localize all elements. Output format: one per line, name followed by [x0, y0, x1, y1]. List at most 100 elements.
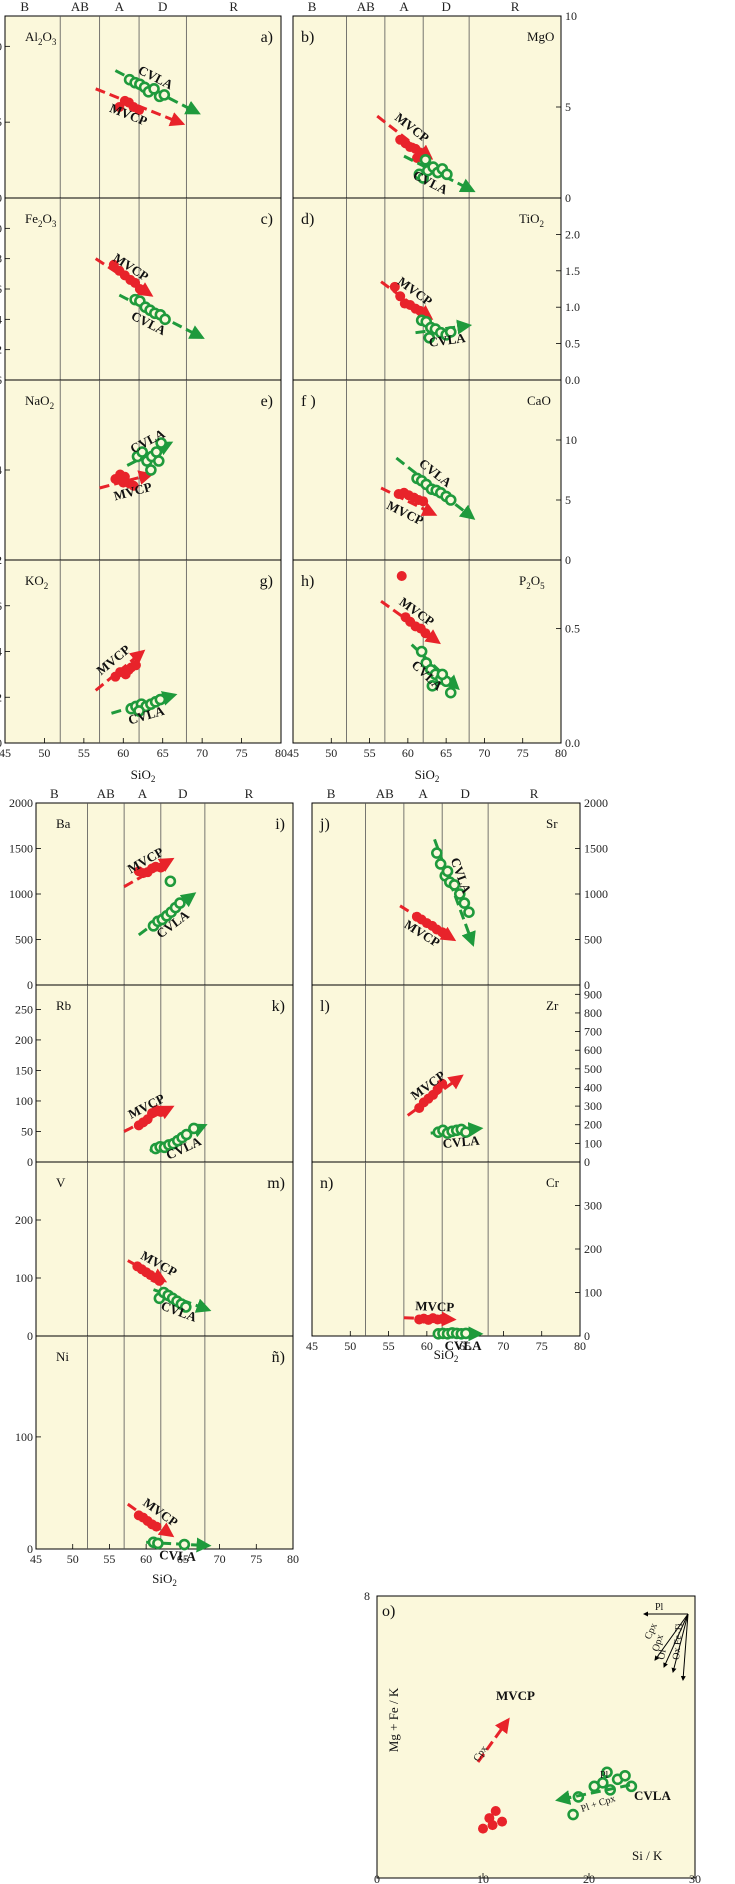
panel-o-vector-label-ox-fe-ti: Ox Fe-Ti — [671, 1623, 685, 1661]
panel-d-ytick-label-2: 1.0 — [565, 300, 580, 314]
panel-e-cvla-point-4 — [150, 446, 163, 458]
panel-j-mvcp-point-5 — [437, 927, 448, 938]
panel-n-cvla-label: CVLA — [445, 1338, 482, 1353]
panel-h-ytick-label-1: 0.5 — [565, 622, 580, 636]
panel-e-element-label: NaO2 — [25, 393, 54, 411]
panel-i-frame — [35, 802, 294, 986]
panel-o-xtick-label-20: 20 — [583, 1872, 595, 1884]
panel-d-mvcp-point-0 — [389, 281, 400, 292]
panel-j-frame — [311, 802, 581, 986]
panel-h-ytick-label-0: 0.0 — [565, 736, 580, 750]
panel-f-letter: f ) — [301, 393, 316, 410]
panel-g-cvla-point-6 — [154, 693, 167, 706]
panel-i-rocktype-ab: AB — [97, 786, 115, 801]
panel-d-ytick-label-0: 0.0 — [565, 373, 580, 387]
panel-h-xtick-label-70: 70 — [478, 746, 490, 760]
panel-a-letter: a) — [261, 29, 273, 46]
panel-j-cvla-point-0 — [431, 847, 443, 859]
panel-ñ-mvcp-trend-arrow — [126, 1502, 175, 1538]
panel-b-element-main: MgO — [527, 29, 554, 44]
panel-ñ-element-main: Ni — [56, 1349, 69, 1364]
panel-ñ-xlabel-sub: 2 — [172, 1578, 177, 1588]
panel-i-cvla-point-7 — [164, 875, 177, 888]
panel-d-ytick-label-4: 2.0 — [565, 227, 580, 241]
panel-m-ytick-label-0: 0 — [27, 1329, 33, 1343]
panel-g-xlabel: SiO2 — [131, 767, 156, 784]
panel-b-ytick-label-1: 5 — [565, 100, 571, 114]
panel-a-cvla-point-7 — [158, 89, 171, 101]
panel-m-element-label: V — [56, 1175, 66, 1190]
panel-k-ytick-label-1: 50 — [21, 1124, 33, 1138]
panel-h-mvcp-point-5 — [420, 628, 431, 639]
panel-j-element-main: Sr — [546, 816, 558, 831]
panel-c-ytick-label-4: 10 — [0, 221, 2, 235]
panel-n-xtick-label-65: 65 — [459, 1339, 471, 1353]
panel-h-element-sub2: 5 — [540, 581, 545, 591]
panel-g-letter: g) — [260, 573, 273, 590]
panel-e-mvcp-trend-arrow — [99, 470, 154, 490]
panel-g-element-label: KO2 — [25, 573, 48, 591]
panel-e-ytick-label-0: 2 — [0, 553, 2, 567]
panel-n-mvcp-point-5 — [437, 1314, 448, 1325]
panel-j-ytick-label-3: 1500 — [584, 842, 608, 856]
panel-j-ytick-label-1: 500 — [584, 933, 602, 947]
panel-l-ytick-label-7: 700 — [584, 1025, 602, 1039]
panel-j-cvla-point-5 — [453, 888, 466, 900]
panel-m-element-main: V — [56, 1175, 66, 1190]
panel-k-mvcp-trend-arrow — [123, 1105, 175, 1133]
panel-i-rocktype-b: B — [50, 786, 59, 801]
panel-a-rocktype-d: D — [158, 0, 167, 14]
panel-j-cvla-point-8 — [441, 865, 454, 878]
panel-ñ-letter: ñ) — [272, 1349, 285, 1366]
panel-j-rocktype-r: R — [530, 786, 539, 801]
panel-e-element-main: Na — [25, 393, 40, 408]
panel-l-ytick-label-9: 900 — [584, 987, 602, 1001]
panel-l-ytick-label-5: 500 — [584, 1062, 602, 1076]
panel-h-xtick-label-75: 75 — [517, 746, 529, 760]
panel-o-cvla-point-5 — [619, 1769, 631, 1782]
panel-e-letter: e) — [261, 393, 273, 410]
panel-o-mvcp-point-3 — [497, 1816, 508, 1827]
panel-g-mvcp-point-5 — [123, 664, 134, 675]
panel-b-cvla-point-7 — [419, 153, 432, 166]
panel-l-ytick-label-8: 800 — [584, 1006, 602, 1020]
panel-g-ytick-label-0: 0 — [0, 736, 2, 750]
panel-k-ytick-label-5: 250 — [15, 1002, 33, 1016]
panel-o-xtick-label-30: 30 — [689, 1872, 701, 1884]
panel-h-letter: h) — [301, 573, 314, 590]
panel-k-ytick-label-0: 0 — [27, 1155, 33, 1169]
panel-c-ytick-label-1: 4 — [0, 312, 2, 326]
panel-g-cvla-point-7 — [133, 705, 145, 717]
panel-a-element-mid: O — [43, 29, 52, 44]
panel-k-frame — [35, 984, 294, 1163]
panel-d-frame — [292, 197, 562, 381]
panel-k-cvla-point-7 — [180, 1128, 193, 1141]
panel-o-ylabel: Mg + Fe / K — [386, 1687, 401, 1752]
panel-j-cvla-point-1 — [434, 858, 447, 870]
panel-h-xtick-label-80: 80 — [555, 746, 567, 760]
panel-i-ytick-label-4: 2000 — [9, 796, 33, 810]
panel-i-rocktype-r: R — [245, 786, 254, 801]
panel-n-xtick-label-50: 50 — [344, 1339, 356, 1353]
panel-m-letter: m) — [267, 1175, 285, 1192]
panel-h-xtick-label-50: 50 — [325, 746, 337, 760]
panel-o-cvla-point-2 — [596, 1777, 609, 1789]
panel-i-ytick-label-1: 500 — [15, 933, 33, 947]
panel-n-element-label: Cr — [546, 1175, 560, 1190]
panel-ñ-xtick-label-75: 75 — [250, 1552, 262, 1566]
panel-a-cvla-point-5 — [148, 83, 160, 95]
panel-c-ytick-label-0: 2 — [0, 343, 2, 357]
panel-g-xtick-label-60: 60 — [117, 746, 129, 760]
panel-l-ytick-label-0: 0 — [584, 1155, 590, 1169]
panel-ñ-xtick-label-55: 55 — [103, 1552, 115, 1566]
panel-k-ytick-label-4: 200 — [15, 1033, 33, 1047]
panel-f-ytick-label-1: 5 — [565, 493, 571, 507]
panel-o-mvcp-point-4 — [487, 1820, 498, 1831]
panel-l-element-label: Zr — [546, 998, 559, 1013]
panel-b-rocktype-d: D — [441, 0, 450, 14]
panel-a-rocktype-ab: AB — [71, 0, 89, 14]
panel-a-element-sub1: 2 — [38, 37, 43, 47]
